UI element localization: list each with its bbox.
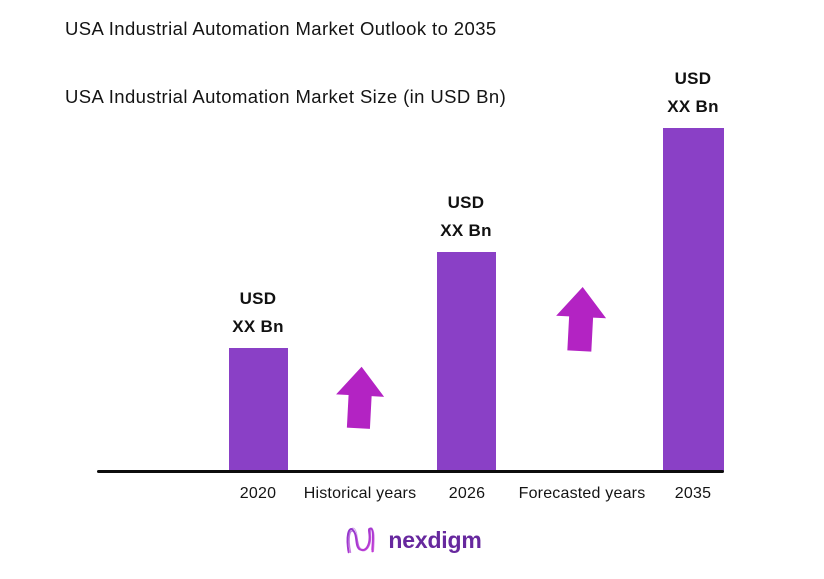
x-axis-line [97, 470, 724, 473]
bar-value-line1: USD [674, 69, 712, 88]
up-arrow-icon [556, 287, 607, 352]
x-axis-label-2026: 2026 [448, 485, 486, 502]
bar-2035 [662, 128, 724, 471]
bar-value-line1: USD [239, 289, 277, 308]
bar-value-label-2026: USD XX Bn [396, 189, 536, 245]
bar-2020 [228, 348, 288, 471]
bar-value-label-2035: USD XX Bn [623, 65, 763, 121]
x-axis-label-2035: 2035 [674, 485, 712, 502]
nexdigm-logo: nexdigm [0, 521, 824, 559]
x-axis-label-2020: 2020 [239, 485, 277, 502]
bar-value-label-2020: USD XX Bn [188, 285, 328, 341]
bar-value-line2: XX Bn [440, 221, 492, 240]
nexdigm-logo-text: nexdigm [388, 526, 482, 553]
bar-value-line2: XX Bn [667, 97, 719, 116]
bar-value-line1: USD [447, 193, 485, 212]
bar-value-line2: XX Bn [232, 317, 284, 336]
x-axis-labels: 2020 Historical years 2026 Forecasted years… [0, 485, 824, 509]
x-axis-label-forecasted-years: Forecasted years [518, 485, 646, 502]
page-title: USA Industrial Automation Market Outlook… [65, 18, 497, 39]
chart-title: USA Industrial Automation Market Size (i… [65, 86, 507, 107]
bar-2026 [436, 252, 496, 471]
nexdigm-logo-icon [346, 527, 375, 554]
up-arrow-icon [336, 366, 385, 429]
x-axis-label-historical-years: Historical years [303, 485, 417, 502]
